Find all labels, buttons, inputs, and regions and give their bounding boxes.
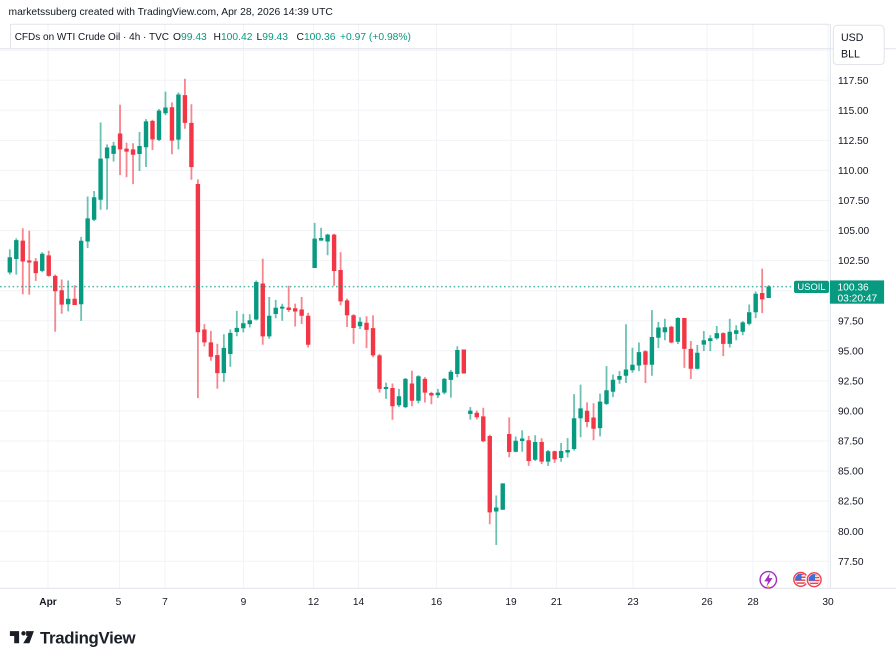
svg-text:O99.43: O99.43 xyxy=(173,32,207,43)
svg-text:Apr: Apr xyxy=(39,597,57,608)
svg-text:95.00: 95.00 xyxy=(838,346,864,357)
svg-text:102.50: 102.50 xyxy=(838,256,869,267)
svg-text:87.50: 87.50 xyxy=(838,437,864,448)
svg-text:marketssuberg created with Tra: marketssuberg created with TradingView.c… xyxy=(9,7,334,18)
svg-text:5: 5 xyxy=(116,597,122,608)
svg-text:30: 30 xyxy=(822,597,834,608)
svg-text:100.36: 100.36 xyxy=(838,282,869,293)
svg-text:12: 12 xyxy=(308,597,320,608)
svg-text:BLL: BLL xyxy=(841,49,860,61)
svg-text:21: 21 xyxy=(551,597,563,608)
svg-text:CFDs on WTI Crude Oil · 4h · T: CFDs on WTI Crude Oil · 4h · TVC xyxy=(15,32,169,43)
svg-text:80.00: 80.00 xyxy=(838,527,864,538)
svg-text:115.00: 115.00 xyxy=(838,106,869,117)
svg-text:90.00: 90.00 xyxy=(838,407,864,418)
svg-text:03:20:47: 03:20:47 xyxy=(838,294,878,305)
svg-text:82.50: 82.50 xyxy=(838,497,864,508)
svg-text:105.00: 105.00 xyxy=(838,226,869,237)
svg-text:14: 14 xyxy=(353,597,365,608)
svg-text:H100.42: H100.42 xyxy=(214,32,253,43)
svg-text:9: 9 xyxy=(241,597,247,608)
svg-text:77.50: 77.50 xyxy=(838,557,864,568)
svg-text:112.50: 112.50 xyxy=(838,136,869,147)
svg-text:110.00: 110.00 xyxy=(838,166,869,177)
svg-text:107.50: 107.50 xyxy=(838,196,869,207)
svg-text:26: 26 xyxy=(701,597,713,608)
svg-text:97.50: 97.50 xyxy=(838,316,864,327)
svg-text:L99.43: L99.43 xyxy=(257,32,289,43)
svg-text:16: 16 xyxy=(431,597,443,608)
svg-text:117.50: 117.50 xyxy=(838,76,869,87)
svg-text:USOIL: USOIL xyxy=(797,281,825,292)
svg-text:C100.36: C100.36 xyxy=(297,32,336,43)
svg-text:85.00: 85.00 xyxy=(838,467,864,478)
svg-text:TradingView: TradingView xyxy=(40,628,136,647)
svg-text:23: 23 xyxy=(627,597,639,608)
svg-text:28: 28 xyxy=(747,597,759,608)
svg-text:19: 19 xyxy=(505,597,517,608)
svg-text:+0.97 (+0.98%): +0.97 (+0.98%) xyxy=(340,32,411,43)
svg-text:7: 7 xyxy=(162,597,168,608)
svg-text:USD: USD xyxy=(841,32,864,44)
svg-text:92.50: 92.50 xyxy=(838,377,864,388)
